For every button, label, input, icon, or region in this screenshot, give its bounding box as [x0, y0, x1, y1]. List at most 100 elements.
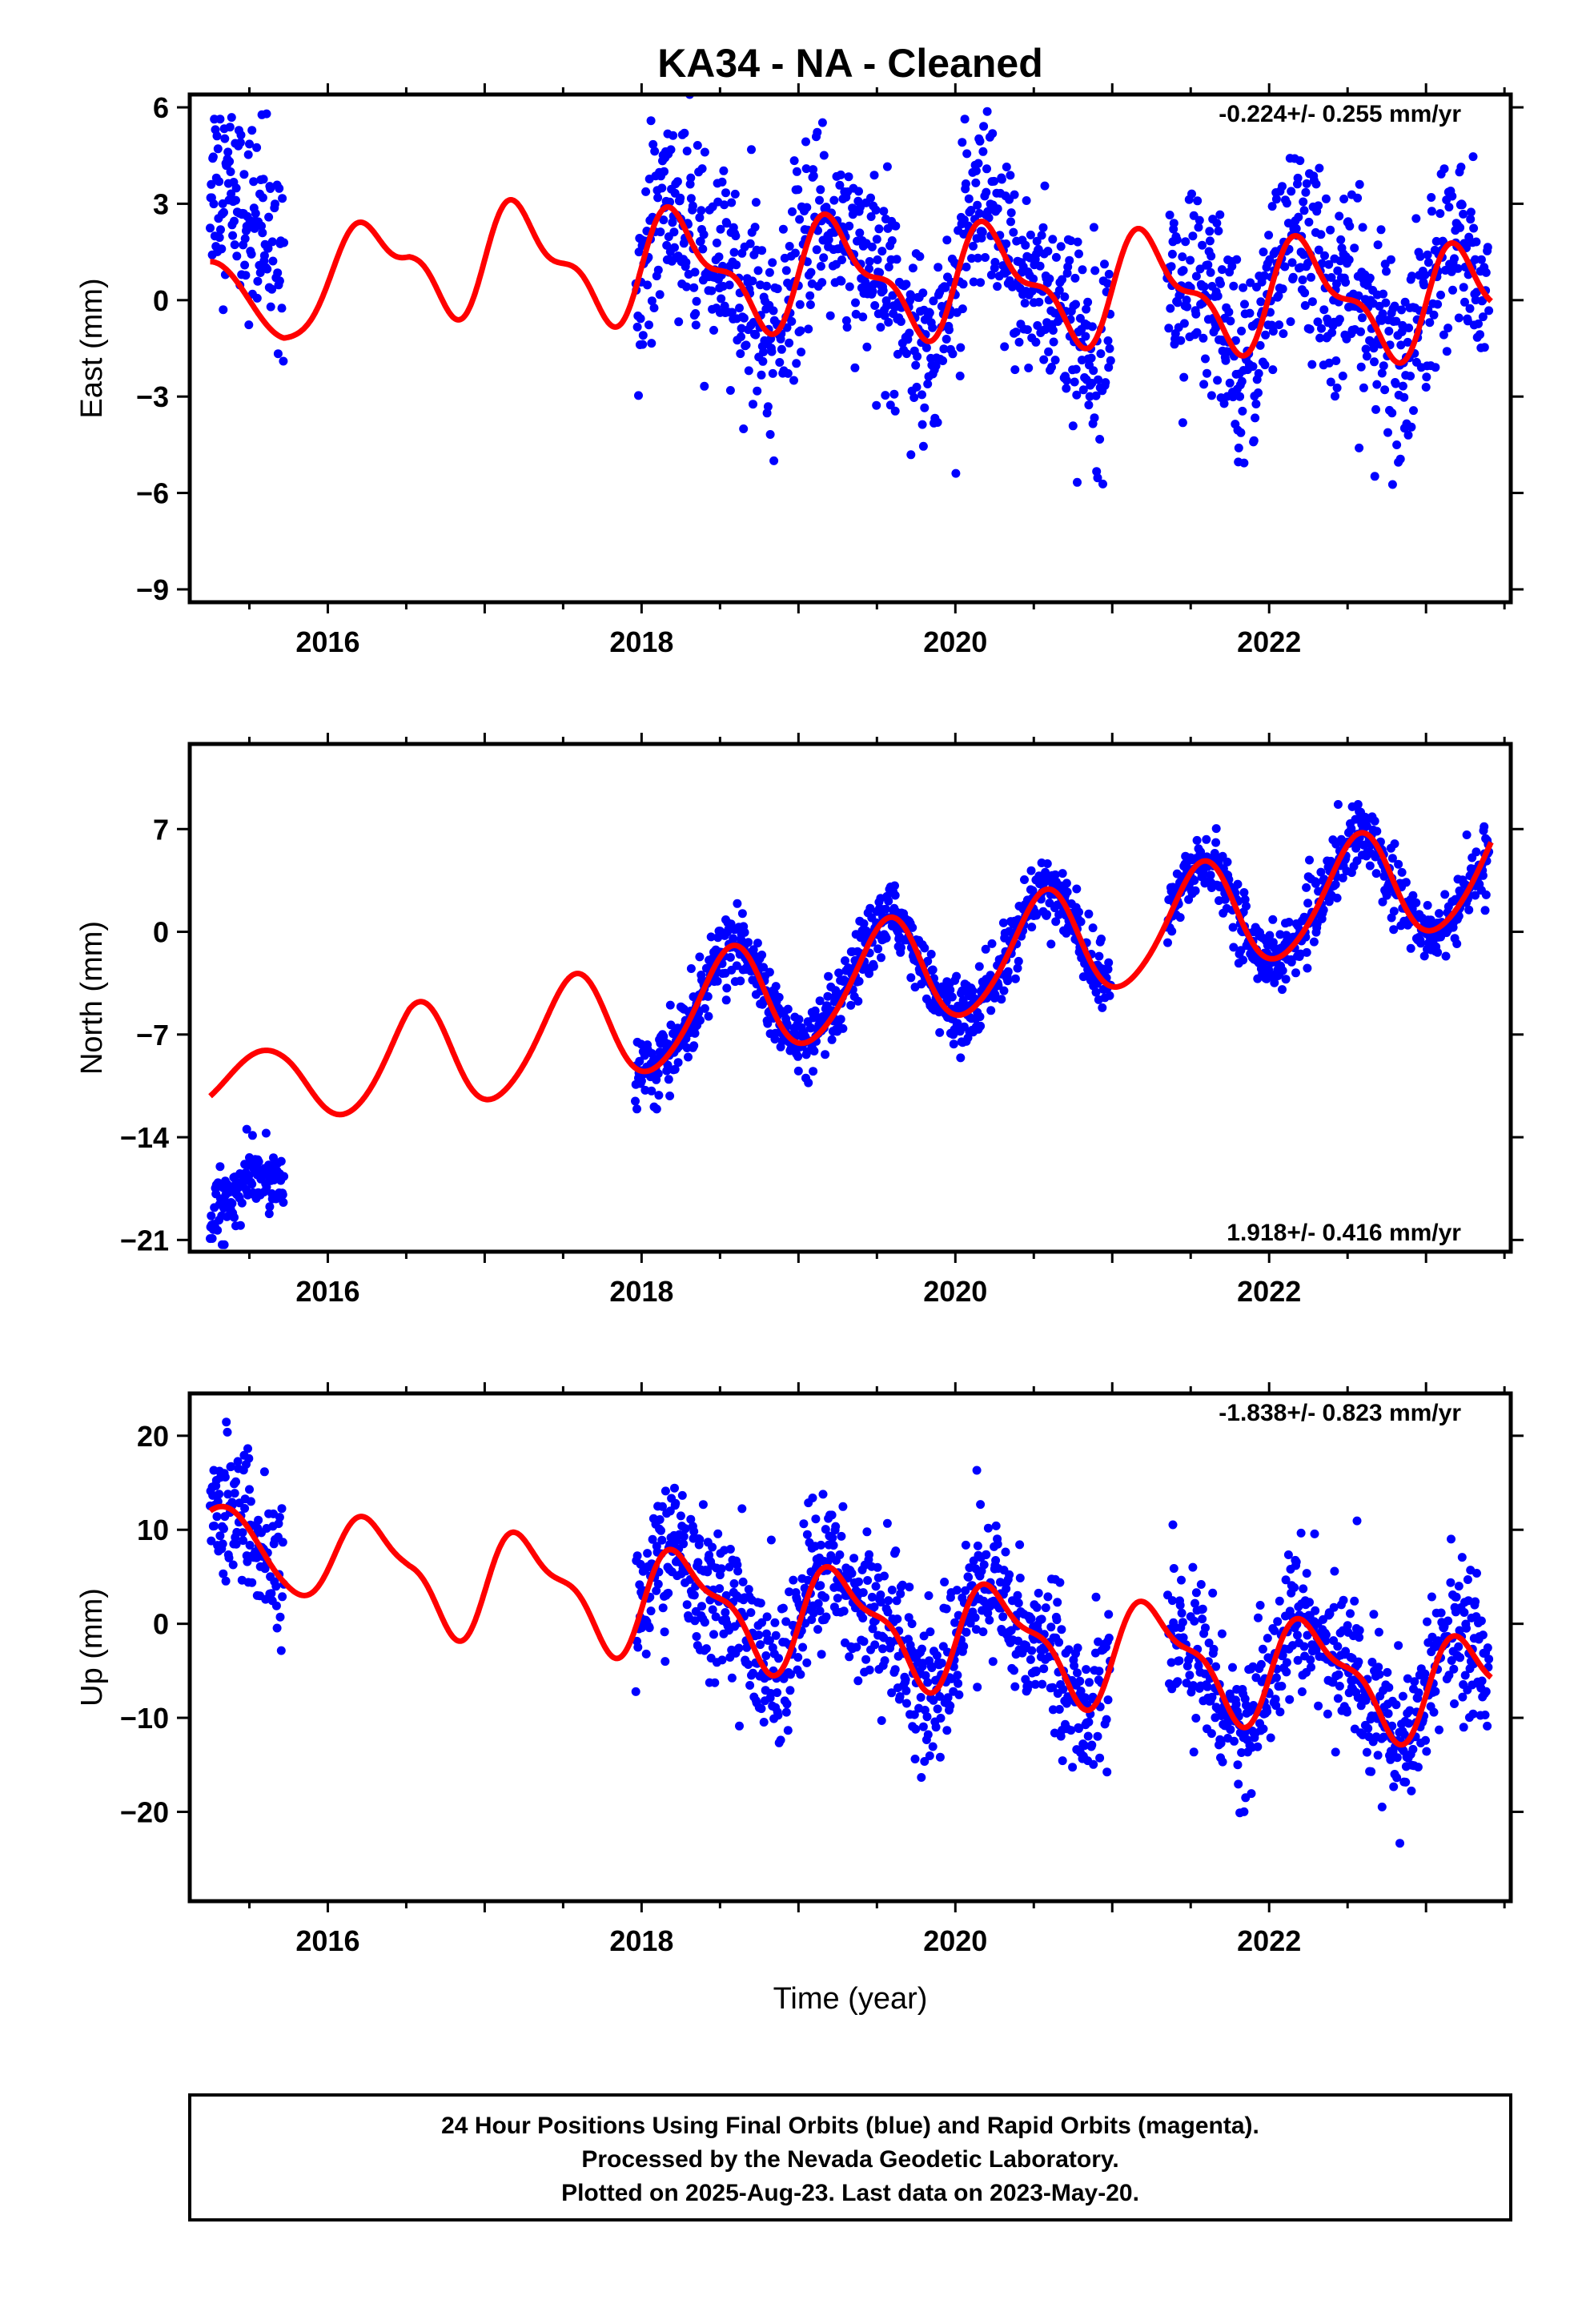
data-point	[1350, 1596, 1359, 1606]
data-point	[207, 1536, 216, 1546]
data-point	[1478, 1630, 1488, 1640]
data-point	[1309, 937, 1319, 947]
data-point	[1039, 1664, 1049, 1674]
data-point	[267, 237, 277, 247]
data-point	[643, 1549, 652, 1558]
data-point	[1002, 239, 1011, 248]
data-point	[1010, 365, 1020, 375]
data-point	[266, 302, 275, 312]
data-point	[1290, 1582, 1299, 1592]
data-point	[1226, 316, 1235, 326]
data-point	[1401, 878, 1411, 887]
data-point	[206, 223, 215, 233]
data-point	[239, 1536, 248, 1546]
data-point	[1204, 1638, 1214, 1648]
data-point	[792, 359, 801, 368]
data-point	[853, 1676, 863, 1686]
data-point	[1391, 316, 1401, 326]
data-point	[802, 1530, 812, 1539]
y-tick-label: 20	[137, 1420, 169, 1453]
data-point	[1365, 861, 1375, 870]
data-point	[1442, 347, 1452, 356]
data-point	[929, 296, 938, 306]
data-point	[1091, 1592, 1101, 1602]
data-point	[1166, 262, 1176, 271]
data-point	[646, 116, 656, 126]
data-point	[673, 177, 682, 187]
data-point	[1431, 363, 1440, 372]
data-point	[276, 1156, 286, 1166]
data-point	[787, 316, 797, 326]
data-point	[854, 976, 864, 986]
data-point	[1375, 1670, 1384, 1679]
data-point	[729, 247, 739, 257]
data-point	[921, 343, 931, 352]
data-point	[1275, 1707, 1285, 1717]
data-point	[720, 200, 729, 210]
data-point	[251, 209, 260, 218]
data-point	[1354, 291, 1363, 300]
data-point	[835, 1550, 845, 1559]
data-point	[245, 139, 254, 149]
data-point	[259, 251, 269, 260]
data-point	[1032, 236, 1042, 246]
data-point	[1104, 269, 1114, 279]
data-point	[917, 1773, 926, 1782]
data-point	[736, 976, 745, 986]
data-point	[1026, 866, 1036, 875]
data-point	[275, 276, 284, 286]
data-point	[681, 1524, 690, 1534]
data-point	[1089, 1759, 1098, 1769]
x-tick-label: 2022	[1237, 625, 1301, 658]
data-point	[644, 320, 653, 330]
data-point	[692, 296, 701, 306]
data-point	[1039, 355, 1049, 364]
data-point	[908, 923, 917, 932]
data-point	[714, 252, 724, 262]
data-point	[1394, 859, 1403, 869]
data-point	[881, 904, 890, 914]
data-point	[1271, 1673, 1281, 1683]
data-point	[757, 951, 767, 959]
data-point	[1191, 271, 1201, 281]
data-point	[827, 1035, 837, 1044]
model-curve	[208, 1503, 1493, 1748]
data-point	[1037, 231, 1046, 240]
data-point	[796, 1670, 805, 1679]
y-tick-label: −21	[120, 1224, 169, 1256]
data-point	[815, 1606, 825, 1616]
data-point	[1103, 964, 1113, 974]
data-point	[677, 1490, 687, 1500]
data-point	[1026, 1655, 1035, 1664]
data-point	[782, 1699, 792, 1709]
data-point	[1407, 1786, 1416, 1795]
data-point	[259, 1467, 269, 1477]
data-point	[1421, 383, 1431, 392]
data-point	[1323, 1709, 1332, 1719]
y-tick-label: 10	[137, 1514, 169, 1546]
data-point	[1199, 380, 1209, 389]
data-point	[967, 254, 976, 263]
data-point	[950, 1618, 960, 1627]
data-point	[1331, 392, 1339, 401]
data-point	[1464, 905, 1474, 915]
data-point	[1478, 870, 1488, 880]
data-point	[1296, 1528, 1306, 1538]
data-point	[783, 1004, 793, 1014]
data-point	[1043, 1592, 1053, 1602]
data-point	[695, 213, 705, 223]
data-point	[1332, 383, 1342, 392]
data-point	[1310, 1529, 1319, 1538]
data-point	[1062, 384, 1071, 393]
data-point	[742, 1642, 752, 1652]
data-point	[1006, 208, 1016, 218]
data-point	[953, 1671, 962, 1680]
data-point	[1073, 237, 1082, 247]
data-point	[891, 221, 901, 231]
data-point	[271, 1601, 281, 1610]
data-point	[988, 129, 998, 139]
data-point	[991, 1521, 1001, 1530]
data-point	[907, 1619, 917, 1629]
data-point	[1071, 364, 1081, 374]
data-point	[1207, 251, 1216, 261]
